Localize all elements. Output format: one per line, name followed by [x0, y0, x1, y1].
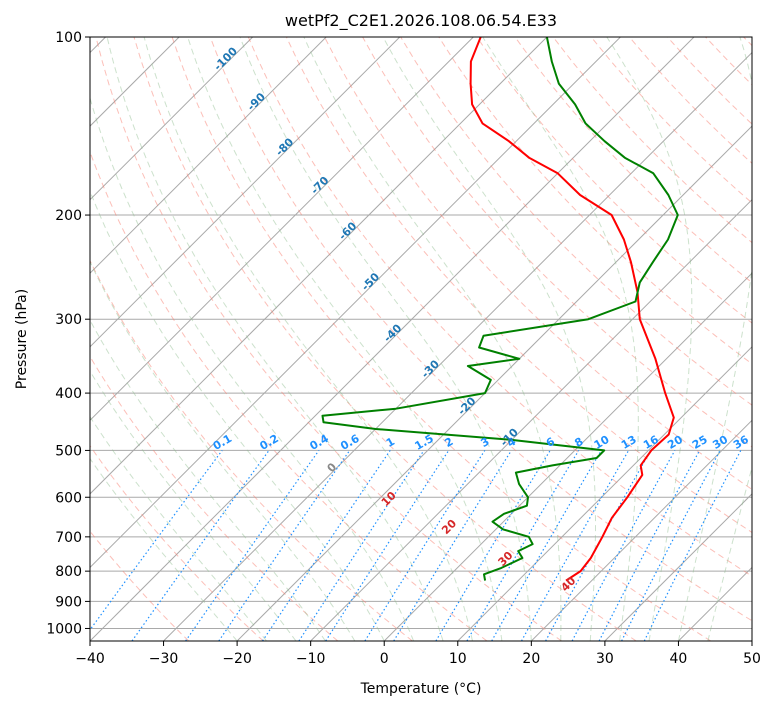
- dewpoint-trace: [321, 37, 679, 581]
- x-tick-label: −10: [296, 651, 326, 667]
- isotherm-line: [90, 37, 548, 495]
- moist-adiabat: [90, 189, 385, 641]
- x-tick-label: −40: [75, 651, 105, 667]
- background-lines: [90, 37, 752, 641]
- y-tick-label: 600: [55, 490, 82, 506]
- isotherm-line: [604, 493, 752, 641]
- isotherm-line: [457, 346, 752, 641]
- y-axis-label: Pressure (hPa): [14, 289, 30, 389]
- moist-adiabat: [106, 37, 444, 641]
- moist-adiabat: [90, 319, 326, 641]
- mixing-ratio-line: [571, 450, 676, 641]
- mixing-ratio-line: [598, 450, 701, 641]
- moist-adiabat: [239, 37, 532, 641]
- y-tick-label: 400: [55, 386, 82, 402]
- dry-adiabat: [247, 37, 752, 577]
- dry-adiabat: [90, 444, 264, 641]
- isotherm-line: [90, 37, 401, 348]
- mixing-ratio-line: [435, 450, 551, 641]
- x-tick-label: 40: [670, 651, 688, 667]
- moist-adiabat: [303, 37, 562, 641]
- dry-adiabat: [133, 37, 637, 641]
- mixing-ratio-line: [491, 450, 602, 641]
- y-tick-label: 500: [55, 443, 82, 459]
- isotherm-line: [163, 51, 752, 641]
- mixing-ratio-line: [185, 450, 320, 641]
- isotherm-line: [90, 37, 621, 569]
- dry-adiabat: [514, 37, 752, 284]
- isotherm-line: [90, 37, 327, 274]
- moist-adiabat: [707, 465, 752, 641]
- moist-adiabat: [143, 37, 473, 641]
- y-tick-label: 800: [55, 564, 82, 580]
- sounding-traces: [321, 37, 679, 582]
- mixing-ratio-line: [621, 450, 721, 641]
- x-axis-label: Temperature (°C): [360, 681, 482, 697]
- moist-adiabat: [90, 260, 356, 641]
- dry-adiabat: [95, 37, 562, 641]
- y-tick-label: 200: [55, 208, 82, 224]
- moist-adiabat: [606, 37, 693, 641]
- dry-adiabat: [90, 355, 339, 641]
- isotherm-line: [383, 272, 752, 641]
- dry-adiabat: [209, 37, 752, 622]
- x-tick-label: 50: [743, 651, 761, 667]
- mixing-ratio-line: [545, 450, 652, 641]
- x-tick-label: 30: [596, 651, 614, 667]
- moist-adiabat: [677, 37, 752, 641]
- y-tick-label: 300: [55, 312, 82, 328]
- mixing-ratio-line: [298, 450, 425, 641]
- y-tick-label: 900: [55, 594, 82, 610]
- isotherm-line: [90, 37, 474, 422]
- y-tick-label: 100: [55, 30, 82, 46]
- mixing-ratio-line: [643, 450, 742, 641]
- isotherm-line: [90, 37, 254, 201]
- axis-ticks: −40 −30 −20 −10 0 10 20 30 40 50 1000 900 800 700 600 5…: [46, 30, 761, 667]
- x-tick-label: 20: [522, 651, 540, 667]
- moist-adiabat: [90, 370, 297, 641]
- dry-adiabat: [285, 37, 752, 534]
- dry-adiabat: [90, 259, 413, 641]
- temperature-trace: [469, 37, 675, 582]
- x-tick-label: −20: [222, 651, 252, 667]
- x-tick-label: 0: [380, 651, 389, 667]
- mixing-ratio-line: [520, 450, 630, 641]
- chart-title: wetPf2_C2E1.2026.108.06.54.E33: [285, 11, 557, 31]
- moist-adiabat: [90, 457, 238, 641]
- isotherm-line: [236, 125, 752, 641]
- moist-adiabat: [187, 37, 503, 641]
- x-tick-label: 10: [449, 651, 467, 667]
- x-tick-label: −30: [149, 651, 179, 667]
- moist-adiabat: [382, 37, 596, 641]
- isotherm-line: [90, 37, 695, 641]
- mixing-ratio-line: [218, 450, 351, 641]
- mixing-ratio-line: [90, 450, 223, 631]
- plot-frame: [89, 36, 753, 642]
- dry-adiabat: [324, 37, 752, 490]
- y-tick-label: 700: [55, 530, 82, 546]
- moist-adiabat: [482, 37, 639, 641]
- isotherm-line: [530, 419, 752, 641]
- mixing-ratio-line: [393, 450, 512, 641]
- moist-adiabat: [90, 415, 267, 641]
- y-tick-label: 1000: [46, 621, 82, 637]
- moist-adiabat: [90, 96, 415, 641]
- dry-adiabat: [171, 37, 712, 641]
